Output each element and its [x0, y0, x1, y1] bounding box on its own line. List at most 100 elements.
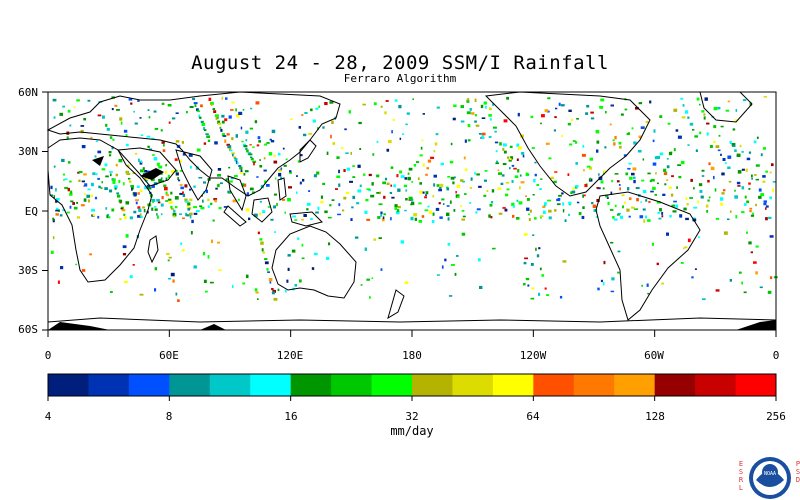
rain-pixel: [179, 170, 183, 172]
rain-pixel: [233, 175, 238, 178]
rain-pixel: [266, 184, 270, 187]
rain-pixel: [751, 177, 753, 180]
rain-pixel: [499, 142, 502, 146]
rain-pixel: [618, 184, 621, 186]
rain-pixel: [248, 153, 253, 156]
rain-pixel: [486, 190, 489, 192]
rain-pixel: [663, 168, 667, 172]
rain-pixel: [146, 170, 150, 173]
rain-pixel: [391, 130, 393, 134]
rain-pixel: [654, 156, 658, 160]
rain-pixel: [604, 146, 607, 149]
rain-pixel: [713, 140, 716, 143]
rain-pixel: [656, 201, 661, 204]
rain-pixel: [174, 170, 178, 173]
rain-pixel: [668, 186, 672, 189]
rain-pixel: [755, 164, 760, 167]
rain-pixel: [569, 143, 573, 146]
rain-pixel: [717, 149, 721, 152]
rain-pixel: [62, 173, 65, 176]
rain-pixel: [177, 177, 179, 180]
rain-pixel: [613, 142, 616, 146]
rain-pixel: [610, 191, 613, 195]
rain-pixel: [438, 188, 442, 192]
rain-pixel: [291, 249, 296, 253]
rain-pixel: [520, 181, 525, 184]
rain-pixel: [470, 177, 473, 181]
rain-pixel: [561, 192, 564, 195]
rain-pixel: [175, 140, 180, 143]
rain-pixel: [115, 173, 118, 177]
rain-pixel: [154, 127, 159, 130]
rain-pixel: [370, 194, 375, 198]
rain-pixel: [617, 271, 620, 274]
rain-pixel: [55, 209, 59, 212]
rain-pixel: [312, 119, 316, 123]
rain-pixel: [94, 155, 97, 158]
rain-pixel: [311, 267, 315, 270]
rain-pixel: [434, 142, 438, 146]
greenland-coast: [699, 91, 753, 123]
rain-pixel: [271, 291, 275, 295]
colorbar-swatch: [533, 374, 575, 396]
rain-pixel: [227, 145, 232, 149]
rain-pixel: [153, 110, 157, 113]
rain-pixel: [380, 213, 383, 217]
new-zealand-coast: [387, 289, 405, 320]
rain-pixel: [432, 212, 435, 216]
rain-pixel: [95, 173, 98, 176]
rain-pixel: [600, 98, 605, 102]
rain-pixel: [677, 164, 682, 166]
rain-pixel: [286, 279, 289, 283]
rain-pixel: [386, 182, 390, 185]
rain-pixel: [324, 210, 328, 214]
rain-pixel: [244, 170, 249, 173]
rain-pixel: [530, 263, 534, 266]
rain-pixel: [490, 216, 493, 219]
rain-pixel: [246, 192, 249, 196]
rain-pixel: [702, 298, 706, 301]
rain-pixel: [633, 176, 636, 179]
rain-pixel: [64, 178, 68, 181]
rain-pixel: [663, 172, 667, 176]
rain-pixel: [376, 140, 379, 143]
rain-pixel: [463, 156, 466, 160]
rain-pixel: [208, 97, 212, 101]
rain-pixel: [698, 183, 703, 187]
rain-pixel: [476, 173, 480, 176]
rain-pixel: [97, 150, 102, 154]
rain-pixel: [259, 201, 262, 203]
rain-pixel: [156, 199, 160, 202]
rain-pixel: [606, 197, 609, 199]
indochina-coast: [227, 175, 247, 212]
rain-pixel: [119, 117, 123, 121]
colorbar-swatch: [88, 374, 130, 396]
rain-pixel: [562, 260, 567, 263]
antarctica-coast: [47, 317, 777, 323]
rain-pixel: [236, 114, 240, 118]
rain-pixel: [505, 193, 509, 197]
rain-pixel: [694, 268, 697, 270]
rain-pixels-layer: [50, 96, 778, 302]
rain-pixel: [174, 158, 178, 161]
rain-pixel: [400, 240, 405, 244]
rain-pixel: [184, 184, 188, 188]
rain-pixel: [189, 165, 192, 169]
rain-pixel: [138, 158, 140, 162]
rain-pixel: [413, 164, 417, 167]
rain-pixel: [220, 128, 223, 132]
rain-pixel: [109, 171, 113, 173]
rain-pixel: [219, 126, 222, 129]
rain-pixel: [299, 279, 302, 283]
rain-pixel: [502, 207, 506, 209]
rain-pixel: [273, 205, 276, 209]
rain-pixel: [759, 286, 763, 289]
rain-pixel: [242, 282, 246, 285]
rain-pixel: [366, 218, 371, 221]
rain-pixel: [685, 110, 689, 114]
rain-pixel: [366, 278, 370, 281]
noaa-badge-text: NOAA: [764, 471, 776, 477]
rain-pixel: [302, 178, 305, 182]
lat-label-60n: 60N: [18, 86, 38, 99]
rain-pixel: [238, 111, 243, 115]
